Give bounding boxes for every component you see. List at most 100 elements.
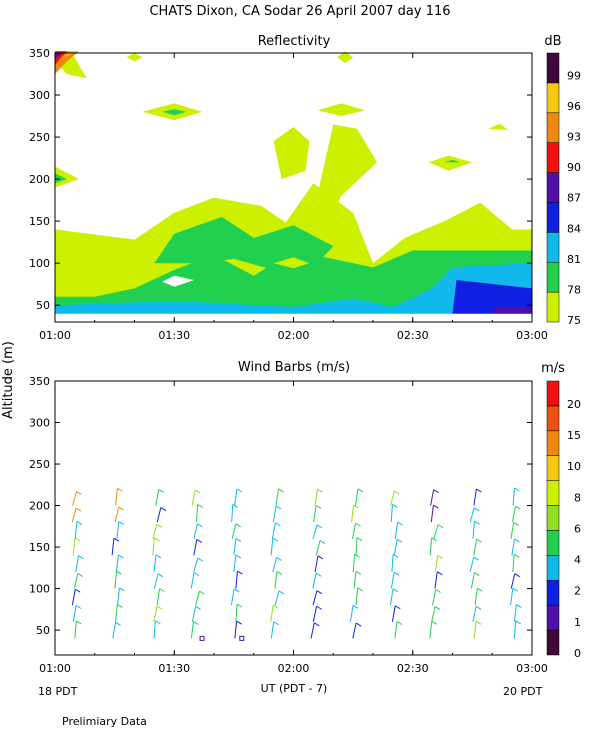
wind-barb [275, 488, 279, 506]
wind-barb [353, 571, 357, 589]
wind-barb [196, 504, 199, 523]
reflectivity-panel: Reflectivity 01:00 01:30 02:00 02:30 03:00 50… [29, 34, 581, 342]
wind-barb-flag [431, 537, 437, 542]
contour-96 [63, 51, 79, 58]
wind-barb [469, 557, 475, 573]
colorbar-swatch [546, 261, 560, 293]
contour-78 [162, 109, 187, 116]
wind-barb-flag [476, 488, 482, 493]
wind-barb-flag [78, 555, 84, 560]
wind-barb-flag [476, 538, 482, 543]
wind-barb [429, 537, 433, 556]
wind-barb [73, 573, 79, 589]
wind-barb [390, 572, 395, 589]
wind-barb [153, 573, 159, 589]
wind-barb-flag [313, 622, 320, 627]
wind-barb [193, 523, 198, 539]
wind-barb-flag [197, 504, 203, 508]
footer-note: Prelimiary Data [62, 715, 147, 728]
y-tick-label: 100 [29, 257, 50, 270]
wind-barb [312, 606, 318, 622]
wind-barb-flag [278, 590, 285, 595]
wind-barb-flag [196, 538, 203, 543]
wind-barb-flag [396, 538, 403, 543]
wind-barb-flag [355, 622, 362, 627]
colorbar-tick-label: 0 [574, 647, 581, 660]
wind-barb [472, 521, 475, 539]
wind-barb-flag [396, 621, 403, 625]
wind-barb [510, 573, 516, 589]
wind-barb-flag [195, 489, 201, 494]
wind-barb-flag [155, 554, 162, 559]
wind-barb [234, 488, 238, 506]
wind-barb-flag [431, 620, 438, 625]
wind-barb-flag [113, 537, 120, 542]
colorbar-swatch [546, 505, 560, 531]
wind-barb [430, 505, 434, 523]
wind-barb-flag [515, 620, 521, 625]
wind-barb-flag [76, 520, 83, 525]
wind-barb [351, 523, 357, 539]
wind-barb-flag [273, 621, 279, 626]
x-tick-label: 01:00 [39, 662, 71, 675]
wind-barb-flag [276, 571, 283, 575]
x-tick-label: 01:00 [39, 329, 71, 342]
reflectivity-colorbar-unit: dB [544, 34, 561, 49]
wind-barb-flag [352, 604, 359, 609]
colorbar-swatch [546, 604, 560, 631]
wind-barb [152, 524, 158, 539]
wind-barb-flag [118, 521, 125, 525]
colorbar-swatch [546, 291, 560, 323]
wind-barb [389, 588, 394, 606]
contour-75 [488, 123, 509, 131]
wind-barb-flag [236, 603, 243, 608]
wind-barb-flag [115, 621, 121, 626]
wind-barb [191, 606, 197, 622]
wind-barb [472, 606, 477, 622]
y-tick-label: 300 [29, 417, 50, 430]
wind-barb-flag [317, 555, 324, 560]
wind-barb [513, 620, 517, 639]
wind-barb [190, 621, 194, 639]
wind-barb-flag [435, 588, 441, 593]
wind-barb-flag [514, 487, 520, 492]
y-tick-label: 200 [29, 173, 50, 186]
wind-barbs-frame [54, 380, 533, 656]
wind-barb [235, 604, 238, 622]
wind-barb [193, 557, 199, 573]
colorbar-tick-label: 90 [567, 161, 581, 174]
contour-gap [162, 275, 195, 287]
wind-barb [430, 489, 435, 506]
wind-barb [115, 555, 119, 573]
wind-barb-flag [278, 488, 284, 493]
wind-barb-flag [159, 588, 165, 593]
wind-barb [312, 573, 317, 589]
y-tick-label: 300 [29, 89, 50, 102]
wind-barb-flag [235, 538, 242, 542]
x-tick-label: 02:00 [278, 329, 310, 342]
wind-barb-flag [316, 524, 323, 529]
x-tick-label: 02:00 [278, 662, 310, 675]
wind-barb-flag [319, 540, 326, 545]
wind-barb [153, 554, 157, 573]
wind-barb-flag [235, 523, 242, 528]
wind-colorbar-unit: m/s [541, 361, 565, 376]
wind-barb [313, 505, 317, 523]
colorbar-swatch [546, 232, 560, 263]
wind-barb [155, 489, 160, 506]
wind-barb [111, 538, 115, 556]
wind-barb [114, 506, 120, 523]
wind-barb [434, 571, 438, 589]
wind-barb [153, 620, 156, 639]
wind-barb [72, 491, 78, 506]
y-tick-label: 250 [29, 131, 50, 144]
wind-barb-flag [154, 537, 160, 542]
reflectivity-colorbar: 75 78 81 84 87 90 93 96 99 [546, 52, 581, 327]
colorbar-swatch [546, 530, 560, 556]
wind-barb-flag [392, 553, 399, 558]
wind-barb [72, 605, 77, 622]
wind-barb-flag [156, 605, 163, 610]
wind-barb-flag [473, 572, 480, 576]
wind-barb-flag [437, 554, 443, 559]
wind-barb-flag [195, 605, 201, 610]
